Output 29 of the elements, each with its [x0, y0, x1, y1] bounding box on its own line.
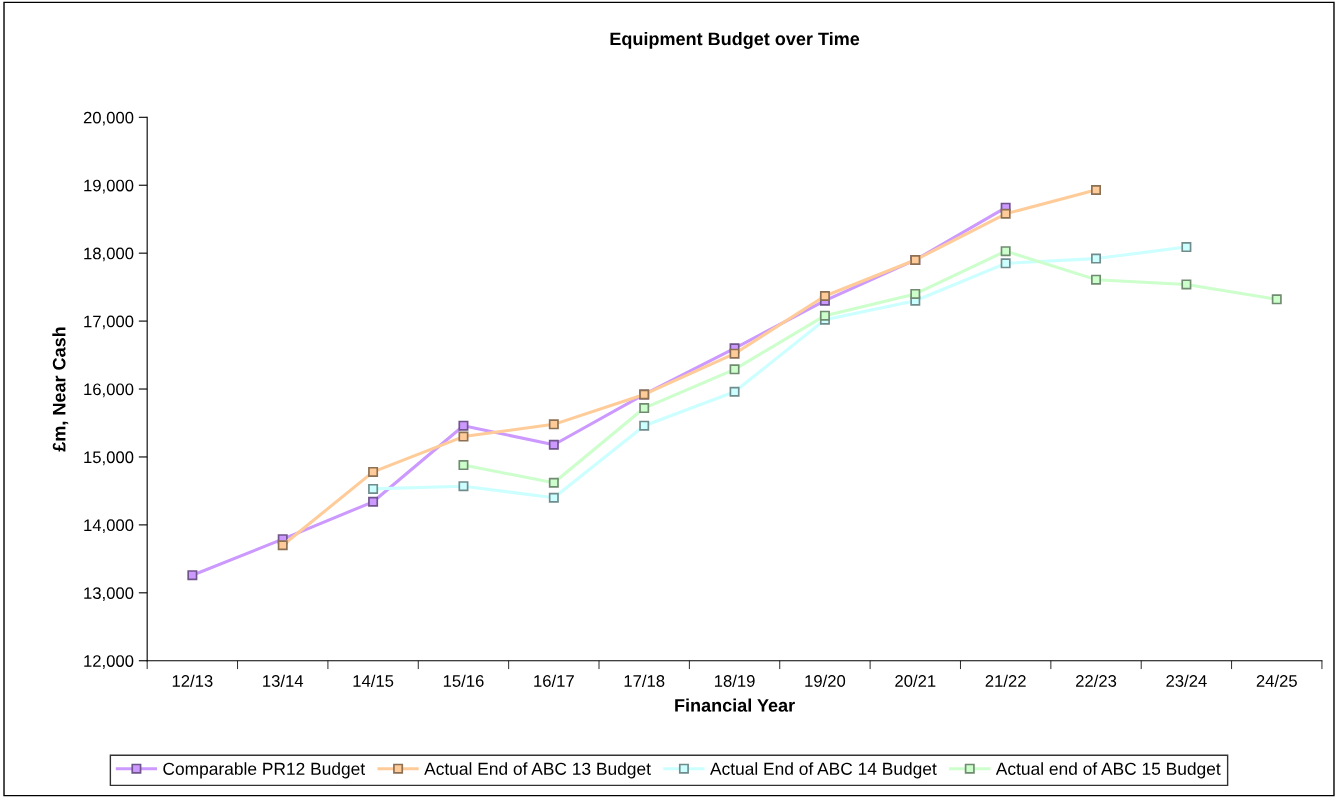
- y-tick-label: 14,000: [84, 519, 134, 534]
- x-tick-label: 13/14: [263, 674, 304, 687]
- y-tick-label: 19,000: [84, 179, 134, 194]
- y-tick-label: 13,000: [84, 587, 134, 601]
- y-tick-label: 16,000: [84, 383, 134, 398]
- x-axis-title: Financial Year: [675, 698, 795, 712]
- x-tick-label: 16/17: [534, 674, 574, 687]
- x-tick-label: 18/19: [714, 674, 755, 687]
- y-tick-label: 17,000: [84, 315, 134, 330]
- legend-label: Actual end of ABC 15 Budget: [995, 762, 1221, 779]
- x-tick-label: 15/16: [443, 674, 484, 687]
- x-tick-label: 24/25: [1256, 674, 1297, 687]
- y-tick-label: 15,000: [84, 451, 134, 466]
- y-tick-label: 18,000: [84, 247, 134, 262]
- x-tick-label: 23/24: [1166, 674, 1207, 687]
- x-tick-label: 17/18: [624, 674, 665, 687]
- x-tick-label: 20/21: [895, 674, 936, 687]
- x-tick-label: 14/15: [353, 674, 394, 687]
- y-tick-label: 12,000: [84, 655, 134, 669]
- x-tick-label: 22/23: [1076, 674, 1117, 687]
- x-tick-label: 19/20: [805, 674, 846, 687]
- y-axis-title: £m, Near Cash: [52, 327, 69, 452]
- x-tick-label: 12/13: [172, 674, 213, 687]
- x-tick-label: 21/22: [985, 674, 1026, 687]
- legend-label: Actual End of ABC 14 Budget: [710, 762, 937, 779]
- chart-title: Equipment Budget over Time: [610, 32, 860, 49]
- y-tick-label: 20,000: [83, 111, 134, 126]
- legend-label: Comparable PR12 Budget: [163, 762, 365, 779]
- legend-label: Actual End of ABC 13 Budget: [424, 762, 651, 779]
